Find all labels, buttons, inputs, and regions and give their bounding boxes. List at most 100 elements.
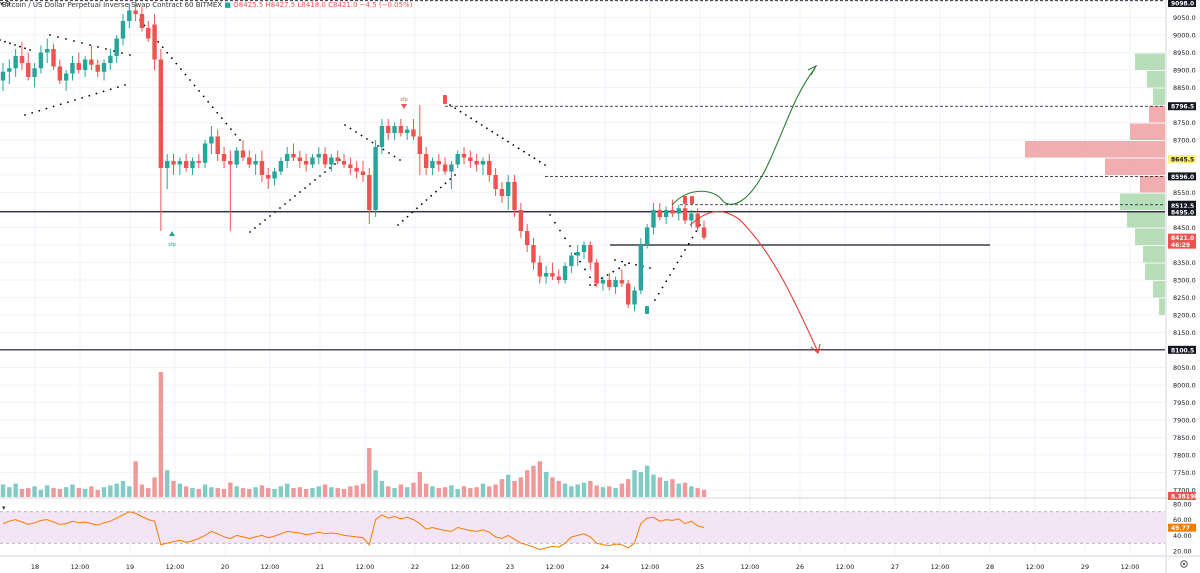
volume-bar [70, 484, 75, 497]
candle-body [158, 59, 164, 168]
volume-bar [76, 488, 81, 497]
psar-dot [309, 183, 311, 185]
candle-body [127, 10, 132, 21]
psar-dot [349, 127, 352, 130]
psar-dot [635, 263, 637, 266]
settings-icon[interactable] [1180, 560, 1188, 568]
psar-dot [475, 120, 478, 123]
candle-body [518, 210, 524, 231]
psar-dot [304, 187, 306, 189]
psar-dot [202, 95, 205, 98]
candle-body [348, 164, 353, 168]
volume-bar [297, 487, 303, 497]
candle-body [487, 161, 492, 175]
price-label-box [1168, 102, 1196, 111]
psar-dot [97, 46, 99, 48]
psar-dot [314, 179, 316, 181]
psar-dot [31, 111, 34, 114]
candle-body [480, 161, 486, 165]
candle-body [556, 276, 561, 280]
volume-bar [284, 483, 290, 497]
time-tick-label: 24 [601, 563, 609, 571]
price-tick-label: 8150.0 [1173, 329, 1196, 337]
psar-dot [687, 242, 690, 245]
candle-body [689, 213, 694, 221]
candle-body [461, 154, 467, 158]
symbol-name[interactable]: Bitcoin / US Dollar Perpetual Inverse Sw… [2, 1, 183, 9]
psar-dot [180, 68, 182, 70]
candle-body [284, 154, 290, 161]
candle-body [120, 21, 126, 39]
price-tick-label: 8900.0 [1173, 67, 1196, 75]
psar-dot [449, 178, 452, 181]
time-tick-label: 12:00 [836, 563, 855, 571]
psar-dot [654, 299, 656, 301]
time-tick-label: 19 [126, 563, 134, 571]
rsi-pane [0, 497, 1200, 551]
volume-bar [386, 486, 391, 497]
volume-profile-bar [1130, 123, 1165, 140]
candle-body [26, 63, 31, 77]
volume-value-text: 8.3819k [1171, 494, 1199, 501]
candle-body [38, 52, 44, 69]
candle-body [562, 266, 568, 280]
time-axis[interactable]: 18 12:00 19 12:00 20 12:00 21 12:00 22 12:00 23 12:… [0, 555, 1200, 571]
volume-bar [600, 487, 606, 497]
price-label-text: 46:29 [1171, 242, 1190, 249]
candle-body [575, 252, 580, 256]
candle-body [651, 210, 656, 228]
psar-dot [269, 215, 271, 217]
psar-dot [554, 221, 556, 224]
candle-body [234, 150, 239, 165]
sfp-label-bearish: sfp [400, 97, 408, 103]
psar-dot [239, 139, 241, 141]
volume-bar [57, 488, 63, 497]
price-label-text: 8796.5 [1171, 104, 1194, 111]
psar-dot [377, 145, 379, 147]
candle-body [619, 280, 625, 284]
time-tick-label: 12:00 [166, 563, 185, 571]
psar-dot [230, 128, 232, 130]
psar-dot [129, 54, 131, 56]
price-tick-label: 7900.0 [1173, 417, 1196, 425]
volume-bar [644, 465, 650, 497]
indicator-collapse-icon[interactable]: ▾ [2, 504, 6, 512]
psar-dot [480, 124, 483, 126]
candle-body [493, 175, 498, 189]
collapse-toggle[interactable]: ▾ [0, 0, 6, 8]
psar-dot [211, 106, 214, 109]
price-label-box [1168, 201, 1196, 210]
volume-bars [0, 372, 707, 497]
candle-body [272, 171, 277, 179]
market-status-icon: ■ [224, 1, 232, 9]
price-tick-label: 8700.0 [1173, 137, 1196, 145]
volume-bar [13, 483, 18, 497]
candle-body [82, 59, 88, 70]
price-axis[interactable]: 9050.0 9000.0 8950.0 8900.0 8850.0 8750.0 8700… [1165, 0, 1199, 573]
price-label-text: 9098.0 [1171, 1, 1194, 8]
volume-bar [164, 470, 170, 497]
sfp-down-arrow [401, 104, 407, 109]
candle-body [329, 157, 334, 165]
psar-dot [334, 163, 336, 165]
price-label-box [1168, 345, 1196, 354]
time-tick-label: 26 [796, 563, 804, 571]
psar-dot [29, 49, 31, 51]
candle-body [398, 126, 404, 133]
candle-body [259, 161, 265, 175]
price-label-text: 8512.5 [1171, 203, 1194, 210]
psar-dot [649, 267, 651, 269]
volume-profile-bar [1153, 88, 1165, 105]
candle-body [228, 161, 233, 165]
bullish-projection-path [671, 67, 816, 206]
psar-dot [216, 111, 219, 114]
psar-dot [393, 155, 396, 158]
psar-dot [411, 211, 414, 214]
rsi-tick-label: 80.00 [1173, 500, 1192, 508]
psar-dot [66, 101, 69, 104]
volume-profile-bar [1153, 281, 1165, 298]
price-label-box [1168, 207, 1196, 216]
candle-body [114, 38, 119, 56]
volume-bar [455, 488, 460, 497]
